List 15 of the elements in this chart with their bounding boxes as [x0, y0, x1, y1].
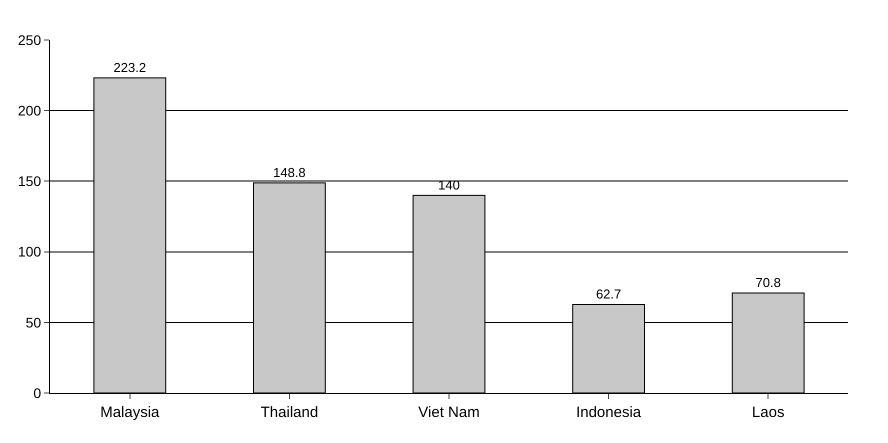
data-label: 62.7	[596, 286, 622, 302]
data-label: 148.8	[273, 164, 306, 180]
x-tick-label: Viet Nam	[418, 404, 480, 421]
data-label: 70.8	[756, 275, 781, 290]
y-tick-label: 100	[18, 244, 42, 260]
data-label: 223.2	[114, 60, 146, 75]
y-tick-label: 0	[33, 384, 42, 401]
x-tick-label: Thailand	[260, 404, 318, 421]
y-tick-label: 150	[18, 173, 42, 190]
y-tick-label: 250	[18, 32, 42, 48]
x-tick-label: Malaysia	[100, 404, 160, 421]
y-tick-label: 50	[26, 314, 42, 330]
x-tick-label: Indonesia	[576, 404, 642, 421]
x-tick-label: Laos	[752, 404, 784, 421]
y-tick-label: 200	[18, 102, 42, 118]
